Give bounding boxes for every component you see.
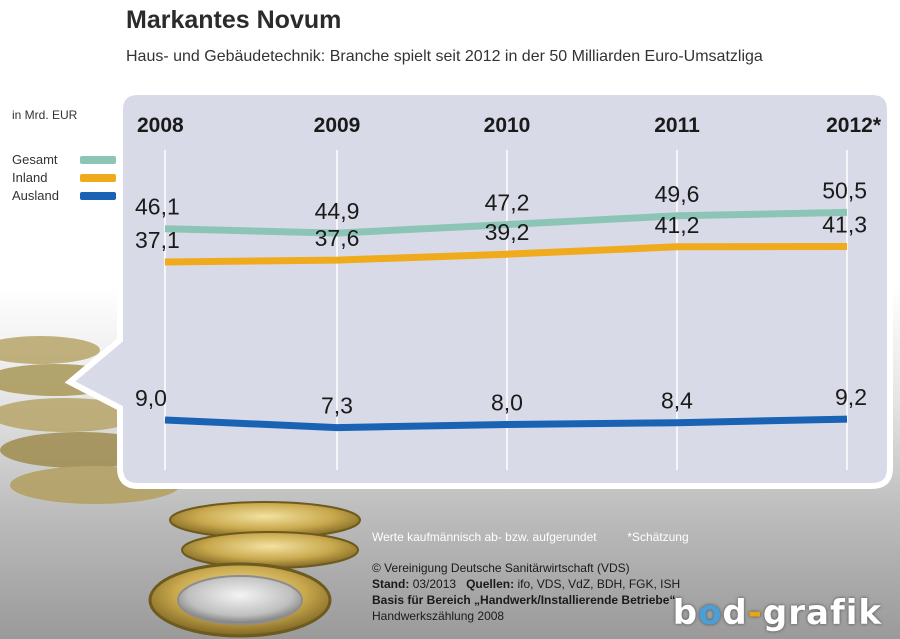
stand-value: 03/2013	[412, 577, 457, 591]
basis-label: Basis für Bereich „Handwerk/Installieren…	[372, 593, 679, 607]
rounding-note: Werte kaufmännisch ab- bzw. aufgerundet …	[372, 530, 689, 544]
data-label-gesamt: 49,6	[655, 181, 700, 207]
page-subtitle: Haus- und Gebäudetechnik: Branche spielt…	[126, 48, 763, 65]
x-tick-label: 2012*	[826, 114, 882, 137]
stand-label: Stand:	[372, 577, 410, 591]
gridlines	[164, 150, 848, 470]
bod-grafik-logo: bod-grafik	[673, 593, 882, 633]
data-label-inland: 39,2	[485, 219, 530, 245]
data-label-ausland: 9,2	[835, 384, 867, 410]
legend-swatch	[80, 173, 116, 182]
coins-decoration	[0, 336, 361, 638]
quellen-label: Quellen:	[466, 577, 515, 591]
data-label-gesamt: 44,9	[315, 198, 360, 224]
legend-ausland: Ausland	[12, 188, 116, 203]
legend-label: Ausland	[12, 188, 59, 203]
logo-b: b	[672, 593, 699, 633]
legend-label: Inland	[12, 170, 48, 185]
legend-gesamt: Gesamt	[12, 152, 116, 167]
series-line-gesamt	[164, 208, 848, 237]
coin-stack-bottom	[148, 501, 361, 638]
data-labels: 46,1 44,9 47,2 49,6 50,5 37,1 37,6 39,2 41,2 41,3…	[135, 177, 867, 418]
data-label-inland: 37,6	[315, 225, 360, 251]
x-tick-label: 2009	[314, 114, 361, 137]
data-label-ausland: 8,4	[661, 388, 693, 414]
x-axis-labels: 2008 2009 2010 2011 2012*	[137, 114, 882, 137]
x-tick-label: 2008	[137, 114, 184, 137]
data-label-ausland: 7,3	[321, 393, 353, 419]
chart-panel	[64, 89, 893, 489]
data-label-gesamt: 50,5	[822, 177, 867, 203]
legend-swatch	[80, 155, 116, 164]
data-label-gesamt: 46,1	[135, 194, 180, 220]
legend-inland: Inland	[12, 170, 116, 185]
stand-quellen: Stand: 03/2013 Quellen: ifo, VDS, VdZ, B…	[372, 577, 680, 591]
legend-label: Gesamt	[12, 152, 58, 167]
logo-dash: -	[747, 593, 763, 633]
rounding-note-text: Werte kaufmännisch ab- bzw. aufgerundet	[372, 530, 597, 544]
logo-o: o	[698, 593, 723, 633]
data-label-inland: 41,3	[822, 212, 867, 238]
data-label-gesamt: 47,2	[485, 190, 530, 216]
x-tick-label: 2011	[654, 114, 700, 137]
legend-swatch	[80, 191, 116, 200]
quellen-value: ifo, VDS, VdZ, BDH, FGK, ISH	[517, 577, 681, 591]
series-line-ausland	[164, 415, 848, 432]
data-label-ausland: 9,0	[135, 385, 167, 411]
data-label-inland: 41,2	[655, 212, 700, 238]
copyright: © Vereinigung Deutsche Sanitärwirtschaft…	[372, 561, 630, 575]
data-label-inland: 37,1	[135, 227, 180, 253]
logo-grafik: grafik	[762, 593, 882, 633]
x-tick-label: 2010	[484, 114, 531, 137]
series-line-inland	[164, 243, 848, 266]
estimate-note: *Schätzung	[627, 530, 689, 544]
basis-value: Handwerkszählung 2008	[372, 609, 505, 623]
data-label-ausland: 8,0	[491, 390, 523, 416]
series-lines	[164, 208, 848, 432]
logo-d: d	[722, 593, 748, 633]
basis-label-text: Basis für Bereich „Handwerk/Installieren…	[372, 593, 680, 607]
page-title: Markantes Novum	[126, 6, 342, 34]
unit-label: in Mrd. EUR	[12, 108, 78, 122]
